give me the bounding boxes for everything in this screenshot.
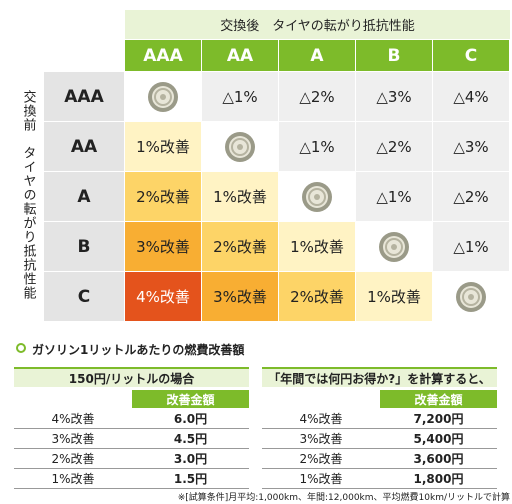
amount: 1.5円 — [132, 469, 249, 489]
decline-cell: △4% — [433, 72, 509, 121]
tire-icon — [379, 231, 409, 262]
table-title: 150円/リットルの場合 — [14, 367, 249, 387]
row-label: 4%改善 — [262, 409, 380, 429]
decline-cell: △1% — [202, 72, 278, 121]
tire-icon — [302, 181, 332, 212]
column-header: AA — [202, 40, 278, 71]
tire-cell — [279, 172, 355, 221]
decline-cell: △1% — [433, 222, 509, 271]
improvement-cell: 3%改善 — [125, 222, 201, 271]
improvement-cell: 3%改善 — [202, 272, 278, 321]
column-header: AAA — [125, 40, 201, 71]
tire-icon — [225, 131, 255, 162]
improvement-cell: 2%改善 — [202, 222, 278, 271]
title-icon — [16, 343, 26, 353]
column-header: C — [433, 40, 509, 71]
column-header: A — [279, 40, 355, 71]
row-header: AAA — [44, 72, 124, 121]
row-header: B — [44, 222, 124, 271]
tire-icon — [148, 81, 178, 112]
top-header: 交換後 タイヤの転がり抵抗性能 — [125, 10, 510, 39]
tire-cell — [202, 122, 278, 171]
table-title: 「年間では何円お得か?」を計算すると、 — [262, 367, 497, 387]
amount: 1,800円 — [380, 469, 497, 489]
amount: 7,200円 — [380, 409, 497, 429]
tire-cell — [125, 72, 201, 121]
column-header: B — [356, 40, 432, 71]
improvement-cell: 1%改善 — [279, 222, 355, 271]
decline-cell: △2% — [433, 172, 509, 221]
row-label: 4%改善 — [14, 409, 132, 429]
row-label: 3%改善 — [262, 429, 380, 449]
row-header: C — [44, 272, 124, 321]
improvement-cell: 1%改善 — [125, 122, 201, 171]
section-title: ガソリン1リットルあたりの燃費改善額 — [14, 339, 334, 359]
decline-cell: △1% — [356, 172, 432, 221]
decline-cell: △2% — [279, 72, 355, 121]
tire-cell — [356, 222, 432, 271]
decline-cell: △3% — [356, 72, 432, 121]
footnote: ※[試算条件]月平均:1,000km、年間:12,000km、平均燃費10km/… — [177, 492, 510, 503]
tire-cell — [433, 272, 509, 321]
improvement-cell: 1%改善 — [202, 172, 278, 221]
tire-icon — [456, 281, 486, 312]
improvement-cell: 2%改善 — [125, 172, 201, 221]
improvement-cell: 4%改善 — [125, 272, 201, 321]
amount: 3,600円 — [380, 449, 497, 469]
column-header: 改善金額 — [132, 390, 249, 408]
row-header: AA — [44, 122, 124, 171]
improvement-cell: 1%改善 — [356, 272, 432, 321]
row-label: 3%改善 — [14, 429, 132, 449]
amount: 6.0円 — [132, 409, 249, 429]
side-header: 交換前 タイヤの転がり抵抗性能 — [20, 90, 36, 300]
row-label: 2%改善 — [14, 449, 132, 469]
decline-cell: △3% — [433, 122, 509, 171]
column-header: 改善金額 — [380, 390, 497, 408]
decline-cell: △2% — [356, 122, 432, 171]
row-label: 1%改善 — [14, 469, 132, 489]
decline-cell: △1% — [279, 122, 355, 171]
row-label: 1%改善 — [262, 469, 380, 489]
amount: 4.5円 — [132, 429, 249, 449]
improvement-cell: 2%改善 — [279, 272, 355, 321]
amount: 5,400円 — [380, 429, 497, 449]
row-header: A — [44, 172, 124, 221]
row-label: 2%改善 — [262, 449, 380, 469]
amount: 3.0円 — [132, 449, 249, 469]
